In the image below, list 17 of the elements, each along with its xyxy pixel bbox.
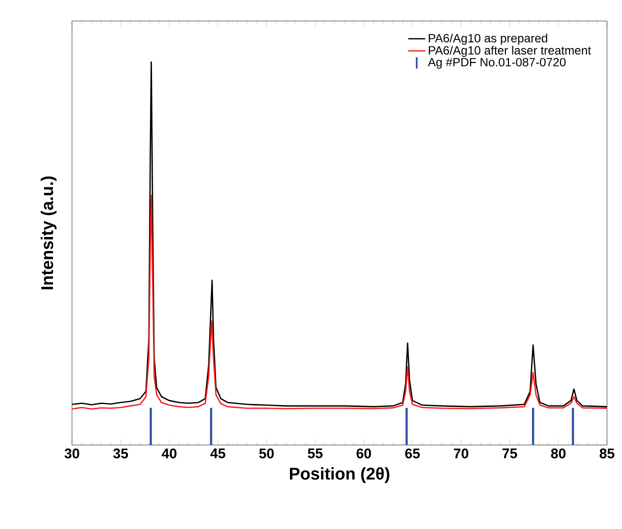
x-tick-label: 60 (356, 448, 372, 458)
legend-label: PA6/Ag10 after laser treatment (428, 46, 592, 57)
x-tick-label: 35 (113, 448, 128, 458)
x-tick-label: 70 (454, 448, 468, 458)
x-tick-label: 85 (600, 448, 614, 458)
x-tick-label: 45 (210, 448, 226, 458)
x-tick-label: 75 (502, 448, 518, 458)
x-tick-label: 30 (64, 448, 80, 458)
x-tick-label: 65 (405, 448, 420, 458)
x-tick-label: 40 (162, 448, 176, 458)
x-tick-label: 55 (308, 448, 323, 458)
legend-label: Ag #PDF No.01-087-0720 (428, 58, 566, 69)
x-tick-label: 50 (259, 448, 274, 458)
y-axis-title: Intensity (a.u.) (40, 176, 57, 290)
legend-label: PA6/Ag10 as prepared (428, 34, 548, 45)
x-axis-title: Position (2θ) (290, 467, 390, 484)
x-tick-label: 80 (551, 448, 566, 458)
